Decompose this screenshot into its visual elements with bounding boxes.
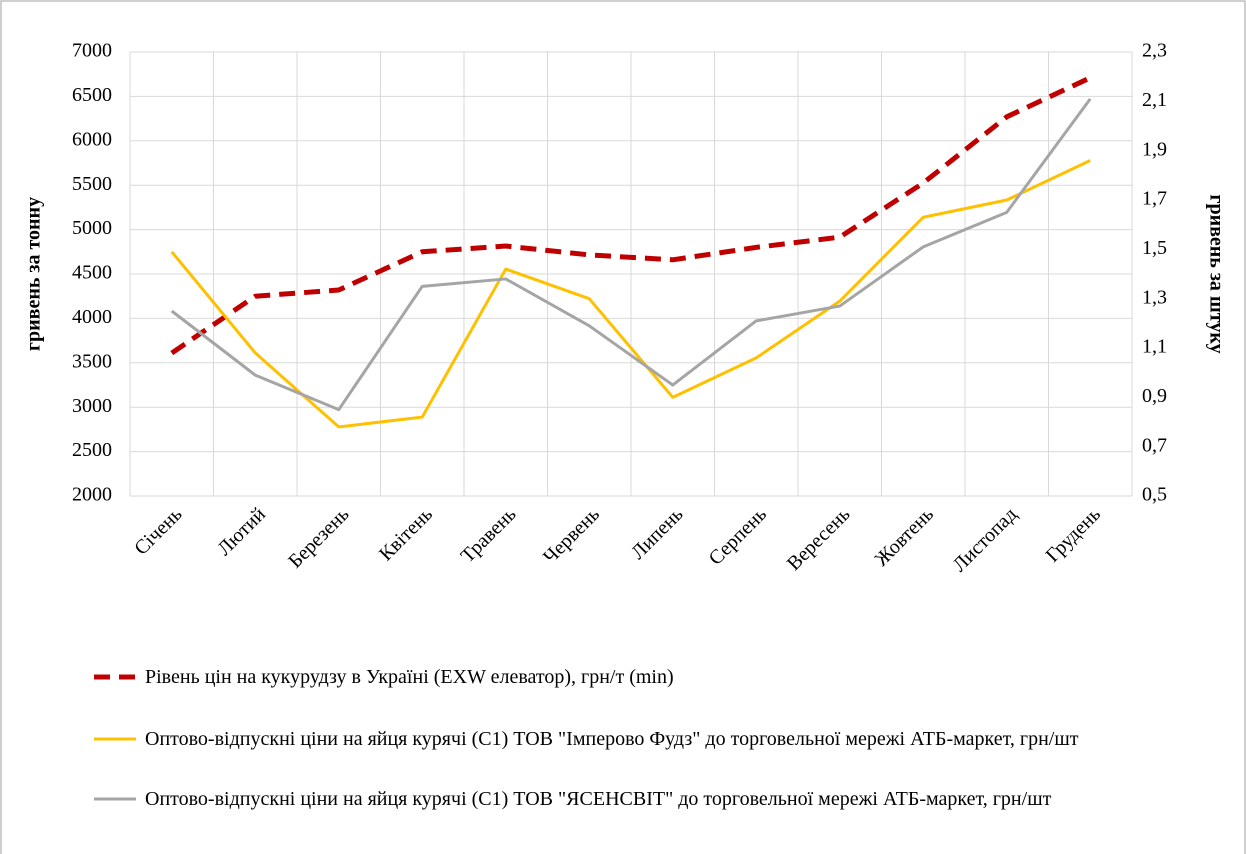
y-tick-label: 6500	[72, 84, 112, 106]
x-tick-label: Травень	[457, 503, 521, 567]
x-tick-label: Січень	[130, 503, 186, 559]
x-tick-label: Серпень	[705, 503, 771, 569]
y2-tick-label: 1,7	[1142, 188, 1167, 210]
x-tick-label: Жовтень	[871, 503, 938, 570]
x-tick-label: Грудень	[1042, 503, 1105, 566]
x-tick-label: Червень	[539, 503, 604, 568]
y-tick-label: 7000	[72, 40, 112, 62]
y-tick-label: 3000	[72, 395, 112, 417]
legend-swatch	[94, 797, 136, 801]
y-tick-label: 2500	[72, 439, 112, 461]
series-line	[170, 75, 1092, 356]
y-tick-label: 3500	[72, 350, 112, 372]
legend-swatch	[94, 737, 136, 741]
y2-axis-label: гривень за штуку	[1205, 194, 1227, 353]
y2-tick-label: 1,3	[1142, 286, 1167, 308]
y2-tick-label: 1,1	[1142, 336, 1167, 358]
y-tick-label: 5500	[72, 173, 112, 195]
y-tick-label: 5000	[72, 217, 112, 239]
y2-tick-label: 1,9	[1142, 138, 1167, 160]
y2-tick-label: 1,5	[1142, 237, 1167, 259]
x-tick-label: Квітень	[375, 503, 437, 565]
x-tick-label: Березень	[284, 503, 353, 572]
y-axis-label: гривень за тонну	[23, 197, 45, 351]
legend-label: Оптово-відпускні ціни на яйця курячі (С1…	[145, 728, 1079, 750]
y2-tick-label: 0,5	[1142, 484, 1167, 506]
y-tick-label: 4500	[72, 262, 112, 284]
y2-tick-label: 2,3	[1142, 40, 1167, 62]
y2-tick-label: 0,9	[1142, 385, 1167, 407]
y-tick-label: 2000	[72, 484, 112, 506]
legend-swatch	[94, 674, 136, 680]
y-tick-label: 4000	[72, 306, 112, 328]
legend-label: Оптово-відпускні ціни на яйця курячі (С1…	[145, 788, 1052, 810]
legend-label: Рівень цін на кукурудзу в Україні (EXW е…	[145, 666, 674, 688]
x-tick-label: Лютий	[213, 503, 270, 560]
series-line	[170, 159, 1091, 429]
series-line	[170, 97, 1092, 412]
y-tick-label: 6000	[72, 128, 112, 150]
x-tick-label: Листопад	[948, 503, 1021, 576]
x-tick-label: Вересень	[783, 503, 855, 575]
y2-tick-label: 2,1	[1142, 89, 1167, 111]
y2-tick-label: 0,7	[1142, 434, 1167, 456]
x-tick-label: Липень	[627, 503, 688, 564]
